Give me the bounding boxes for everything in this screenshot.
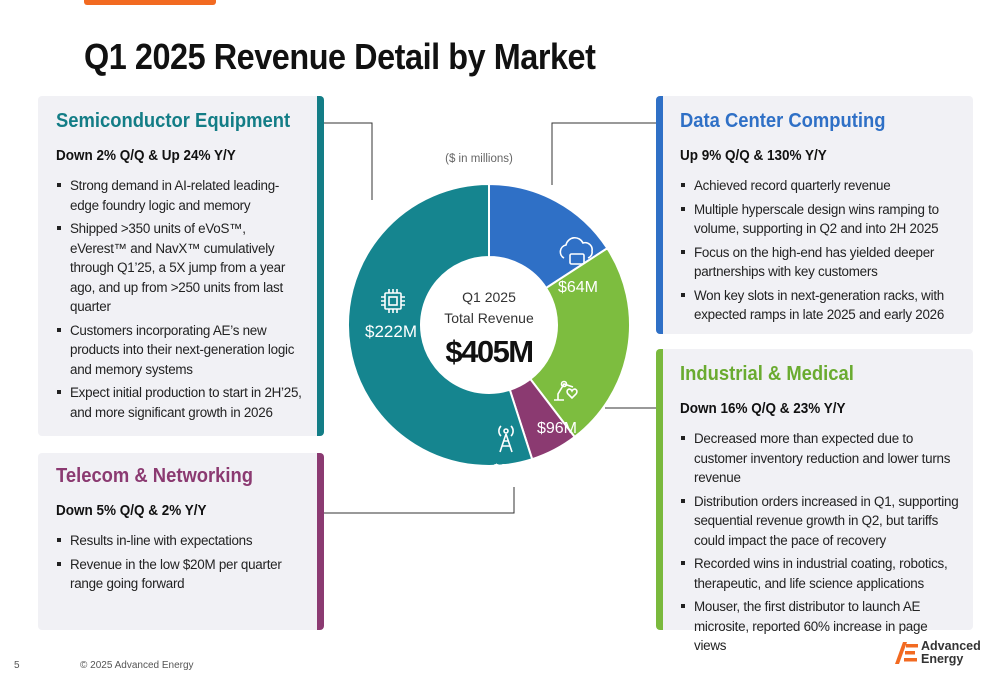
page-title: Q1 2025 Revenue Detail by Market bbox=[84, 36, 596, 77]
list-item: Decreased more than expected due to cust… bbox=[680, 429, 961, 488]
page-number: 5 bbox=[14, 660, 20, 671]
panel-heading: Telecom & Networking bbox=[56, 465, 253, 487]
robot-arm-heart-icon bbox=[554, 380, 578, 401]
slice-value-label: $96M bbox=[537, 420, 577, 437]
bullet-list: Strong demand in AI-related leading-edge… bbox=[56, 176, 303, 422]
panel-subheading: Up 9% Q/Q & 130% Y/Y bbox=[680, 147, 827, 164]
donut-slices bbox=[347, 182, 631, 467]
donut-slice-semiconductor-equipment bbox=[347, 182, 534, 467]
center-total-value: $405M bbox=[445, 334, 532, 369]
slice-value-label: $64M bbox=[558, 279, 598, 296]
panel-subheading: Down 5% Q/Q & 2% Y/Y bbox=[56, 502, 207, 519]
donut-slice-data-center-computing bbox=[488, 182, 609, 290]
list-item: Recorded wins in industrial coating, rob… bbox=[680, 554, 961, 593]
slice-value-label: $222M bbox=[365, 322, 417, 341]
list-item: Revenue in the low $20M per quarter rang… bbox=[56, 555, 303, 594]
unit-note: ($ in millions) bbox=[445, 153, 513, 165]
panel-subheading: Down 16% Q/Q & 23% Y/Y bbox=[680, 400, 846, 417]
logo-line2: Energy bbox=[921, 652, 964, 666]
center-label-line2: Total Revenue bbox=[444, 310, 534, 326]
panel-industrial-medical: Industrial & Medical Down 16% Q/Q & 23% … bbox=[656, 349, 973, 653]
bullet-list: Achieved record quarterly revenue Multip… bbox=[680, 176, 961, 325]
donut-slice-industrial-medical bbox=[528, 246, 631, 439]
panel-heading: Semiconductor Equipment bbox=[56, 110, 291, 132]
top-accent-bar bbox=[84, 0, 216, 5]
logo-mark-icon bbox=[895, 642, 918, 664]
connector-semi bbox=[324, 122, 373, 200]
donut-slice-labels: $64M $96M $22M $222M bbox=[365, 279, 598, 476]
advanced-energy-logo: Advanced Energy bbox=[893, 640, 988, 670]
donut-slice-icons bbox=[381, 237, 593, 453]
bullet-list: Decreased more than expected due to cust… bbox=[680, 429, 961, 656]
copyright-text: © 2025 Advanced Energy bbox=[80, 660, 194, 671]
panel-subheading: Down 2% Q/Q & Up 24% Y/Y bbox=[56, 147, 236, 164]
connector-datacenter bbox=[551, 122, 656, 185]
list-item: Won key slots in next-generation racks, … bbox=[680, 286, 961, 325]
list-item: Achieved record quarterly revenue bbox=[680, 176, 961, 196]
bullet-list: Results in-line with expectations Revenu… bbox=[56, 531, 303, 594]
cell-tower-icon bbox=[498, 425, 514, 453]
connector-telecom bbox=[324, 487, 515, 514]
list-item: Focus on the high-end has yielded deeper… bbox=[680, 243, 961, 282]
panel-telecom-networking: Telecom & Networking Down 5% Q/Q & 2% Y/… bbox=[38, 453, 324, 630]
list-item: Mouser, the first distributor to launch … bbox=[680, 597, 961, 656]
list-item: Distribution orders increased in Q1, sup… bbox=[680, 492, 961, 551]
panel-semiconductor-equipment: Semiconductor Equipment Down 2% Q/Q & Up… bbox=[38, 96, 324, 436]
connector-lines bbox=[324, 122, 656, 514]
list-item: Multiple hyperscale design wins ramping … bbox=[680, 200, 961, 239]
center-label-line1: Q1 2025 bbox=[462, 289, 516, 305]
list-item: Shipped >350 units of eVoS™, eVerest™ an… bbox=[56, 219, 303, 317]
chip-icon bbox=[381, 289, 405, 313]
list-item: Results in-line with expectations bbox=[56, 531, 303, 551]
list-item: Expect initial production to start in 2H… bbox=[56, 383, 303, 422]
logo-line1: Advanced bbox=[921, 639, 981, 653]
panel-data-center-computing: Data Center Computing Up 9% Q/Q & 130% Y… bbox=[656, 96, 973, 334]
panel-heading: Industrial & Medical bbox=[680, 363, 854, 385]
slice-value-label: $22M bbox=[493, 461, 526, 476]
list-item: Customers incorporating AE’s new product… bbox=[56, 321, 303, 380]
list-item: Strong demand in AI-related leading-edge… bbox=[56, 176, 303, 215]
cloud-server-icon bbox=[559, 237, 593, 265]
panel-heading: Data Center Computing bbox=[680, 110, 886, 132]
